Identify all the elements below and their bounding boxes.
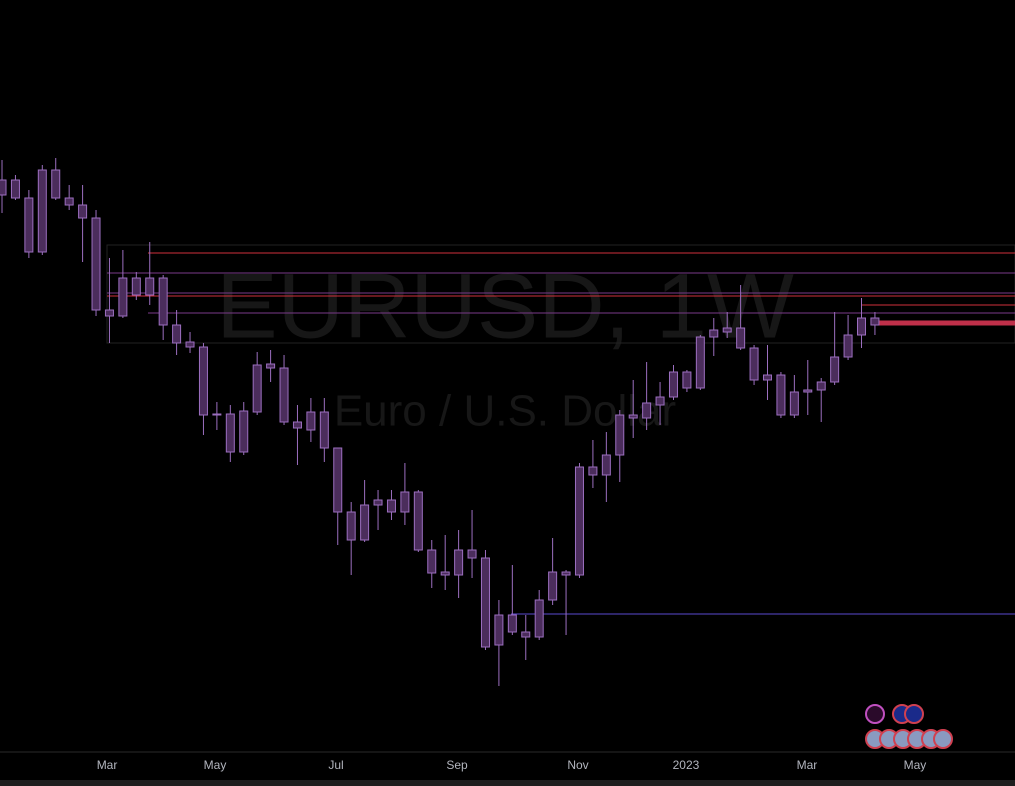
candle-body [185, 341, 195, 348]
candle-body [10, 179, 20, 199]
candle-body [803, 389, 813, 393]
watermark-title: EURUSD, 1W [216, 255, 794, 357]
candle-body [64, 197, 74, 206]
range-box [106, 244, 1015, 344]
candle-body [816, 381, 826, 391]
candle-body [373, 499, 383, 506]
candle-body [413, 491, 423, 551]
candle-body [534, 599, 544, 638]
candle-body [78, 204, 88, 219]
candle-body [225, 413, 235, 453]
candle-body [266, 363, 276, 369]
candle-body [91, 217, 101, 311]
x-tick-label: Mar [97, 758, 118, 772]
candle-body [467, 549, 477, 559]
candle-body [51, 169, 61, 199]
candle-body [494, 614, 504, 646]
candle-body [628, 414, 638, 419]
candle-body [145, 277, 155, 296]
candle-body [722, 327, 732, 333]
candle-body [857, 317, 867, 336]
candle-body [252, 364, 262, 413]
event-icon[interactable] [904, 704, 924, 724]
candle-body [118, 277, 128, 317]
candle-body [198, 346, 208, 416]
watermark-subtitle: Euro / U.S. Dollar [334, 387, 676, 436]
candle-body [212, 413, 222, 416]
candle-body [319, 411, 329, 449]
candle-body [588, 466, 598, 476]
candle-body [37, 169, 47, 253]
candle-body [440, 571, 450, 576]
candle-body [480, 557, 490, 648]
candle-body [400, 491, 410, 513]
candle-body [24, 197, 34, 253]
candle-body [386, 499, 396, 513]
candle-body [709, 329, 719, 338]
candle-body [360, 504, 370, 541]
x-tick-label: May [204, 758, 227, 772]
candle-body [131, 277, 141, 296]
x-tick-label: Jul [328, 758, 343, 772]
candle-body [0, 179, 7, 196]
x-tick-label: Mar [797, 758, 818, 772]
candle-body [158, 277, 168, 326]
candle-body [507, 614, 517, 633]
candle-body [574, 466, 584, 576]
candle-body [306, 411, 316, 431]
candle-body [749, 347, 759, 381]
candle-body [789, 391, 799, 416]
candle-body [615, 414, 625, 456]
candle-body [668, 371, 678, 398]
candle-body [736, 327, 746, 349]
event-icons[interactable] [865, 704, 953, 749]
event-icon[interactable] [933, 729, 953, 749]
candle-body [279, 367, 289, 423]
candle-body [346, 511, 356, 541]
candle-body [454, 549, 464, 576]
candle-body [830, 356, 840, 383]
candle-body [776, 374, 786, 416]
candle-body [601, 454, 611, 476]
candle-body [333, 447, 343, 513]
candle-body [172, 324, 182, 344]
candle-body [104, 309, 114, 317]
bottom-strip [0, 780, 1015, 786]
candle-body [695, 336, 705, 389]
candle-body [292, 421, 302, 429]
x-tick-label: Sep [446, 758, 468, 772]
x-tick-label: May [904, 758, 927, 772]
candle-body [427, 549, 437, 574]
candle-body [642, 402, 652, 419]
candle-body [762, 374, 772, 381]
event-icon[interactable] [865, 704, 885, 724]
candle-body [239, 410, 249, 453]
x-tick-label: 2023 [673, 758, 700, 772]
candle-body [548, 571, 558, 601]
candle-body [682, 371, 692, 389]
candle-body [521, 631, 531, 638]
candle-body [561, 571, 571, 576]
candle-body [843, 334, 853, 358]
x-tick-label: Nov [567, 758, 588, 772]
candle-body [655, 396, 665, 406]
candle-body [870, 317, 880, 326]
